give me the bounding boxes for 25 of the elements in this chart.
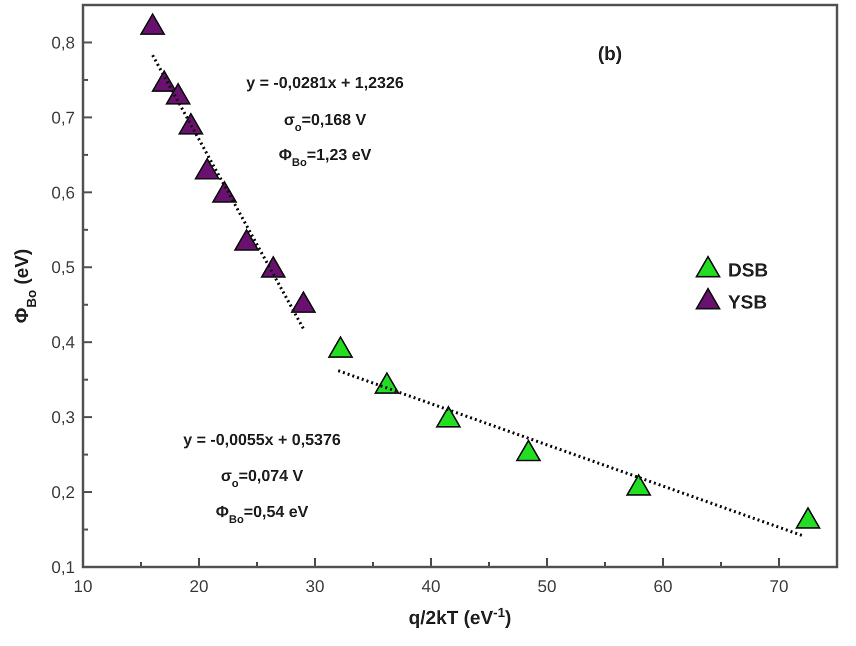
x-tick-label: 70: [770, 577, 788, 596]
x-tick-label: 20: [190, 577, 208, 596]
y-tick-label: 0,3: [51, 408, 75, 428]
legend-label: DSB: [728, 260, 768, 282]
x-tick-label: 50: [538, 577, 556, 596]
annotation: y = -0,0055x + 0,5376: [183, 432, 341, 449]
y-tick-label: 0,8: [51, 33, 75, 52]
y-tick-label: 0,6: [51, 183, 75, 202]
x-tick-label: 10: [74, 577, 92, 596]
annotation: σ$_{o}$=0,168 V: [284, 112, 366, 134]
annotation: (b): [598, 44, 622, 65]
annotation: Φ$_{Bo}$=0,54 eV: [216, 504, 309, 526]
y-tick-label: 0,7: [51, 108, 75, 128]
y-tick-label: 0,2: [51, 483, 75, 502]
annotation: y = -0,0281x + 1,2326: [246, 75, 404, 92]
x-tick-label: 60: [654, 577, 672, 596]
x-tick-label: 40: [422, 577, 440, 596]
y-tick-label: 0,4: [51, 333, 75, 352]
annotation: Φ$_{Bo}$=1,23 eV: [278, 147, 372, 169]
x-axis-title: q/2kT (eV$^{-1}$): [408, 604, 512, 629]
y-tick-label: 0,1: [51, 558, 75, 577]
legend-label: YSB: [728, 292, 768, 314]
annotation: σ$_{o}$=0,074 V: [220, 468, 304, 490]
y-tick-label: 0,5: [51, 258, 75, 278]
x-tick-label: 30: [306, 577, 324, 596]
